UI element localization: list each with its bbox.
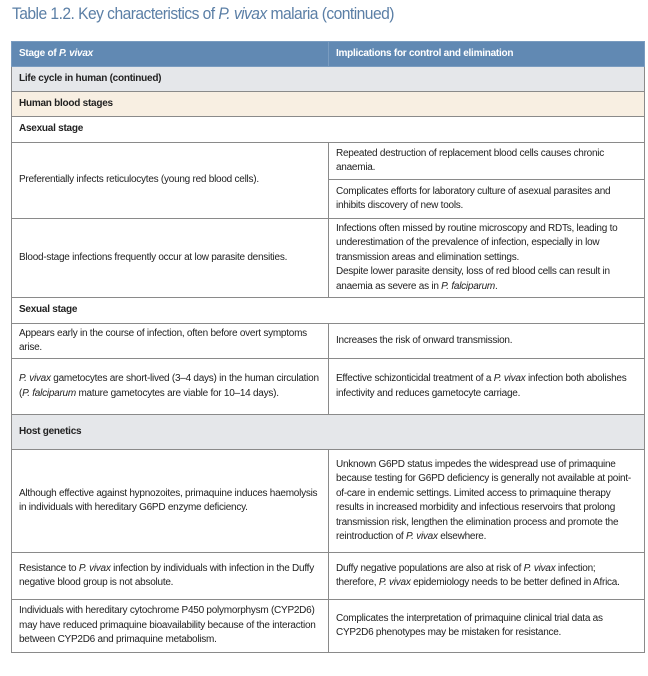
table-row: Complicates efforts for laboratory cultu… — [12, 179, 645, 219]
text-segment: Duffy negative populations are also at r… — [336, 562, 524, 574]
italic-species-name: P. vivax — [58, 47, 93, 59]
text-segment: infection both abolishes infectivity and… — [336, 373, 627, 399]
italic-species-name: P. vivax — [78, 562, 111, 574]
implication-cell: Increases the risk of onward transmissio… — [328, 323, 645, 359]
implication-cell: Complicates efforts for laboratory cultu… — [328, 179, 645, 219]
text-segment: infection by individuals with infection … — [19, 562, 314, 589]
stage-cell: Individuals with hereditary cytochrome P… — [11, 599, 329, 653]
text-segment: Although effective against hypnozoites, … — [19, 487, 318, 514]
text-segment: Infections often missed by routine micro… — [336, 222, 618, 263]
implication-cell: Unknown G6PD status impedes the widespre… — [328, 449, 645, 553]
text-segment: Complicates the interpretation of primaq… — [336, 612, 603, 639]
stage-cell: Preferentially infects reticulocytes (yo… — [11, 142, 329, 219]
text-segment: Repeated destruction of replacement bloo… — [336, 147, 604, 174]
text-segment: Effective schizonticidal treatment of a — [336, 373, 494, 384]
section-host-genetics: Host genetics — [11, 414, 645, 450]
italic-species-name: P. vivax — [406, 531, 438, 542]
implication-cell: Infections often missed by routine micro… — [328, 218, 645, 298]
italic-species-name: P. vivax — [378, 577, 411, 588]
text-segment: epidemiology needs to be better defined … — [410, 577, 620, 588]
header-stage: Stage of P. vivax — [11, 41, 329, 67]
characteristics-table: Stage of P. vivax Implications for contr… — [11, 41, 645, 653]
stage-cell: Blood-stage infections frequently occur … — [11, 218, 329, 298]
text-segment: gametocytes are short-lived (3–4 days) i… — [19, 373, 319, 399]
table-row: Appears early in the course of infection… — [11, 323, 645, 359]
table-row: Resistance to P. vivax infection by indi… — [11, 552, 645, 600]
stage-cell: Resistance to P. vivax infection by indi… — [11, 552, 329, 600]
text-segment: Complicates efforts for laboratory cultu… — [336, 185, 611, 212]
italic-species-name: P. vivax — [523, 562, 556, 574]
implication-text: Infections often missed by routine micro… — [336, 222, 637, 266]
stage-cell: P. vivax gametocytes are short-lived (3–… — [11, 358, 329, 415]
implication-cell: Repeated destruction of replacement bloo… — [328, 142, 645, 180]
italic-species-name: P. falciparum — [22, 387, 76, 399]
implication-text: Despite lower parasite density, loss of … — [336, 265, 637, 294]
text-segment: Stage of — [19, 47, 59, 59]
italic-species-name: P. falciparum — [441, 280, 495, 292]
italic-species-name: P. vivax — [493, 373, 526, 384]
text-segment: mature gametocytes are viable for 10–14 … — [75, 387, 279, 399]
table-title: Table 1.2. Key characteristics of P. viv… — [12, 4, 394, 24]
italic-species-name: P. vivax — [218, 4, 267, 23]
section-sexual: Sexual stage — [11, 297, 645, 324]
section-asexual: Asexual stage — [11, 116, 645, 143]
text-segment: Increases the risk of onward transmissio… — [336, 334, 513, 346]
stage-cell: Appears early in the course of infection… — [11, 323, 329, 359]
text-segment: Resistance to — [19, 562, 79, 574]
italic-species-name: P. vivax — [19, 373, 51, 384]
text-segment: Appears early in the course of infection… — [19, 327, 307, 354]
text-segment: Blood-stage infections frequently occur … — [19, 251, 288, 263]
implication-cell: Effective schizonticidal treatment of a … — [328, 358, 645, 415]
text-segment: Implications for control and elimination — [336, 47, 514, 59]
implication-cell: Duffy negative populations are also at r… — [328, 552, 645, 600]
text-segment: Preferentially infects reticulocytes (yo… — [19, 174, 259, 186]
stage-cell: Although effective against hypnozoites, … — [11, 449, 329, 553]
table-row: Preferentially infects reticulocytes (yo… — [11, 142, 645, 219]
header-row: Stage of P. vivax Implications for contr… — [11, 41, 645, 67]
text-segment: Individuals with hereditary cytochrome P… — [19, 605, 316, 646]
table-row: Blood-stage infections frequently occur … — [11, 218, 645, 298]
table-row: P. vivax gametocytes are short-lived (3–… — [11, 358, 645, 415]
text-segment: malaria (continued) — [266, 4, 394, 23]
text-segment: Despite lower parasite density, loss of … — [336, 266, 610, 292]
table-row: Individuals with hereditary cytochrome P… — [11, 599, 645, 653]
implication-cell: Complicates the interpretation of primaq… — [328, 599, 645, 653]
text-segment: Table 1.2. Key characteristics of — [12, 4, 219, 23]
text-segment: Unknown G6PD status impedes the widespre… — [336, 458, 631, 543]
text-segment: . — [495, 280, 498, 292]
table-row: Although effective against hypnozoites, … — [11, 449, 645, 553]
header-implications: Implications for control and elimination — [328, 41, 645, 67]
text-segment: elsewhere. — [437, 531, 487, 542]
text-segment: infection; therefore, — [336, 562, 596, 589]
section-life-cycle: Life cycle in human (continued) — [11, 66, 645, 92]
section-blood-stages: Human blood stages — [11, 91, 645, 117]
